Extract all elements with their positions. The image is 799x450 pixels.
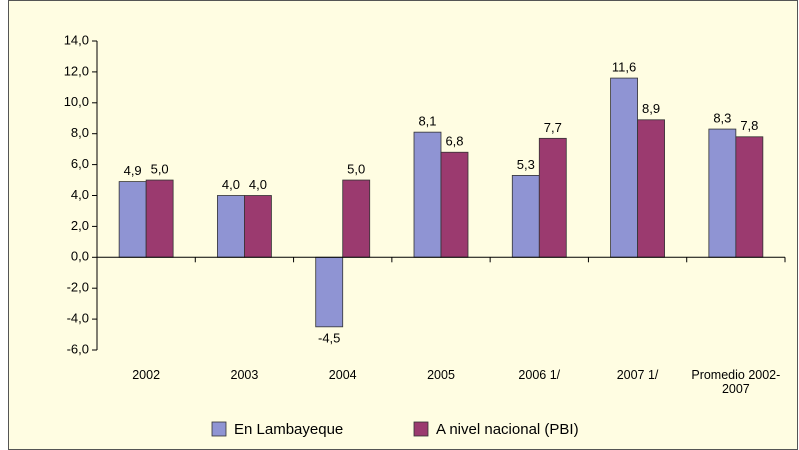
value-label: 5,3 (517, 157, 535, 172)
bar (708, 128, 737, 258)
bar (735, 136, 764, 258)
y-tick-label: -4,0 (67, 311, 89, 326)
bar (511, 175, 540, 258)
value-label: 7,8 (740, 118, 758, 133)
value-label: 4,0 (249, 177, 267, 192)
x-tick-label: 2002 (132, 368, 161, 382)
y-tick-label: -2,0 (67, 280, 89, 295)
y-tick-label: 8,0 (71, 125, 89, 140)
legend-swatch (413, 421, 429, 437)
y-tick-label: 14,0 (64, 32, 89, 47)
value-label: 7,7 (544, 120, 562, 135)
value-label: -4,5 (318, 330, 340, 345)
x-tick-label: 2007 1/ (616, 368, 659, 382)
y-tick-label: 2,0 (71, 218, 89, 233)
y-tick-label: 10,0 (64, 94, 89, 109)
x-tick-label: 2006 1/ (518, 368, 561, 382)
value-label: 4,0 (222, 177, 240, 192)
y-tick-label: 6,0 (71, 156, 89, 171)
bar (244, 195, 272, 258)
bar (637, 119, 665, 258)
value-label: 11,6 (612, 60, 636, 75)
bar (440, 151, 469, 258)
bar (538, 137, 567, 258)
y-tick-label: -6,0 (67, 341, 89, 356)
value-label: 8,1 (418, 114, 436, 129)
legend-label: A nivel nacional (PBI) (436, 421, 579, 438)
y-tick-label: 4,0 (71, 187, 89, 202)
bar (342, 179, 371, 258)
bar (610, 77, 638, 258)
x-tick-label: 2004 (328, 368, 357, 382)
y-tick-label: 0,0 (71, 249, 89, 264)
legend-label: En Lambayeque (234, 421, 343, 438)
bar (413, 131, 442, 258)
bar (315, 256, 344, 328)
value-label: 8,3 (713, 111, 731, 126)
x-tick-label: 2005 (427, 368, 455, 382)
bar (217, 195, 245, 258)
x-tick-label: Promedio 2002-2007 (691, 368, 781, 396)
value-label: 5,0 (151, 161, 169, 176)
value-label: 8,9 (642, 101, 660, 116)
y-tick-label: 12,0 (64, 63, 89, 78)
x-tick-label: 2003 (230, 368, 259, 382)
value-label: 4,9 (124, 163, 142, 178)
value-label: 5,0 (347, 161, 365, 176)
value-label: 6,8 (445, 134, 463, 149)
bar (145, 179, 174, 258)
legend-swatch (211, 421, 227, 437)
bar (118, 181, 147, 258)
